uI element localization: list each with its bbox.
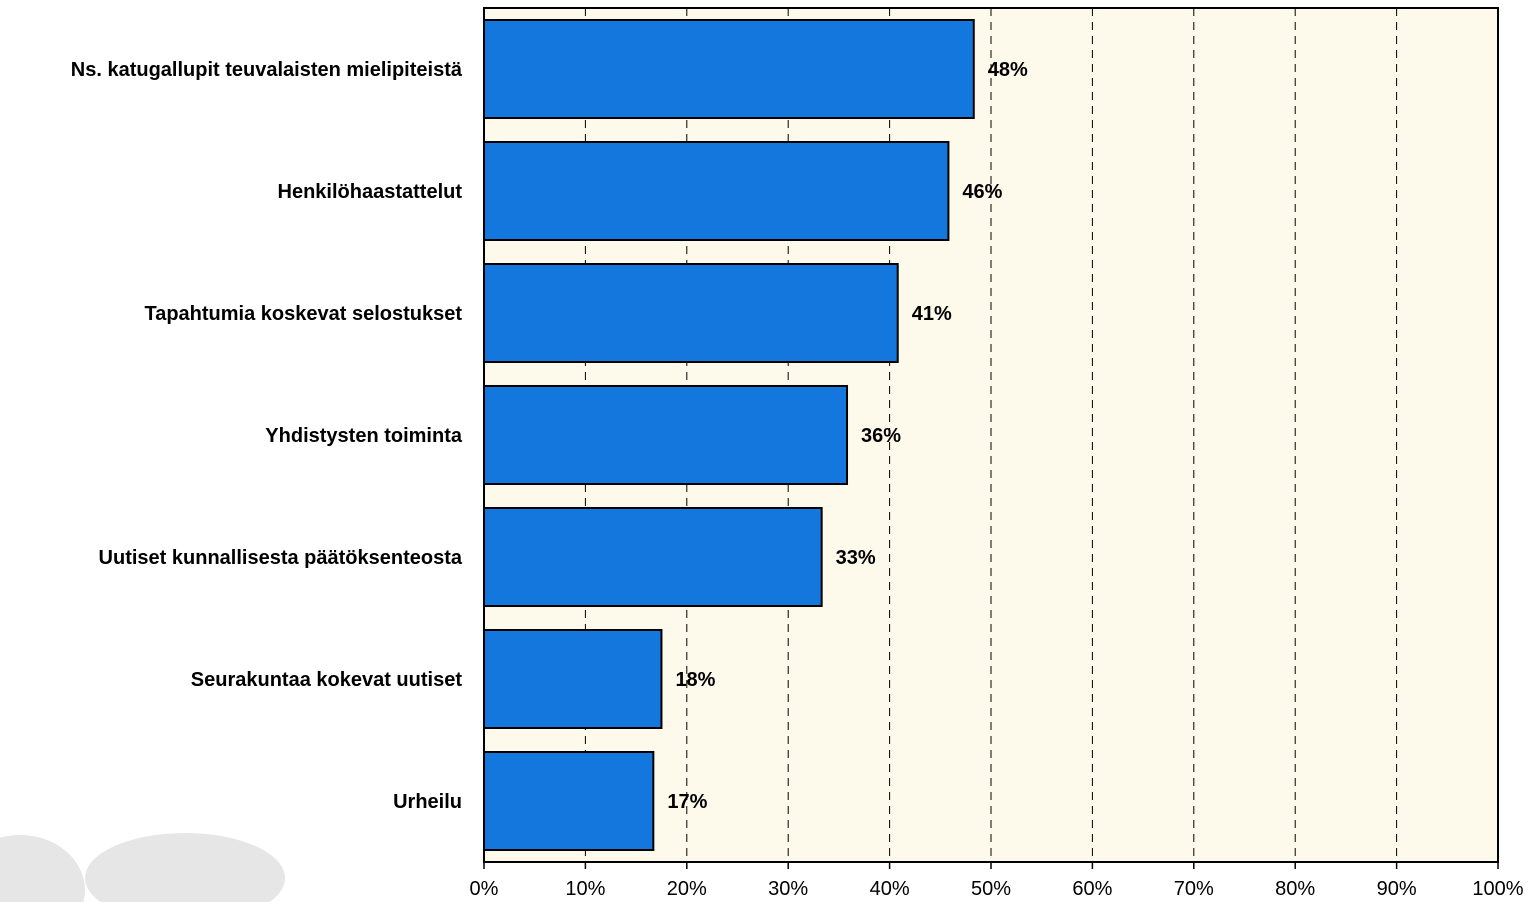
category-label: Uutiset kunnallisesta päätöksenteosta	[99, 547, 463, 569]
x-tick-label: 10%	[565, 878, 605, 900]
category-label: Ns. katugallupit teuvalaisten mielipitei…	[71, 59, 463, 81]
x-tick-label: 70%	[1174, 878, 1214, 900]
data-label: 17%	[667, 791, 707, 813]
x-tick-label: 20%	[667, 878, 707, 900]
category-label: Tapahtumia koskevat selostukset	[144, 303, 462, 325]
value-labels: 48% 46% 41% 36% 33% 18% 17%	[667, 59, 1028, 813]
data-label: 18%	[675, 669, 715, 691]
bars	[483, 19, 975, 851]
category-labels: Ns. katugallupit teuvalaisten mielipitei…	[71, 59, 463, 813]
bar	[483, 629, 663, 729]
x-tick-label: 60%	[1072, 878, 1112, 900]
category-label: Yhdistysten toiminta	[265, 425, 463, 447]
bar	[483, 263, 899, 363]
x-tick-label: 80%	[1275, 878, 1315, 900]
decor-ellipse-left	[0, 835, 85, 902]
bar	[483, 507, 823, 607]
data-label: 46%	[962, 181, 1002, 203]
bar	[483, 751, 655, 851]
x-tick-label: 100%	[1472, 878, 1523, 900]
x-axis: 0% 10% 20% 30% 40% 50% 60% 70% 80% 90% 100%	[470, 862, 1524, 900]
background-decoration	[0, 833, 285, 902]
plot-frame	[483, 7, 1499, 863]
data-label: 33%	[836, 547, 876, 569]
x-tick-label: 90%	[1377, 878, 1417, 900]
category-label: Seurakuntaa kokevat uutiset	[191, 669, 463, 691]
x-tick-label: 40%	[870, 878, 910, 900]
bar	[483, 141, 950, 241]
data-label: 36%	[861, 425, 901, 447]
decor-ellipse-right	[85, 833, 285, 902]
bar	[483, 385, 849, 485]
x-tick-label: 50%	[971, 878, 1011, 900]
category-label: Urheilu	[393, 791, 462, 813]
bar	[483, 19, 975, 119]
x-tick-label: 30%	[768, 878, 808, 900]
data-label: 41%	[912, 303, 952, 325]
x-tick-label: 0%	[470, 878, 499, 900]
data-label: 48%	[988, 59, 1028, 81]
category-label: Henkilöhaastattelut	[278, 181, 463, 203]
